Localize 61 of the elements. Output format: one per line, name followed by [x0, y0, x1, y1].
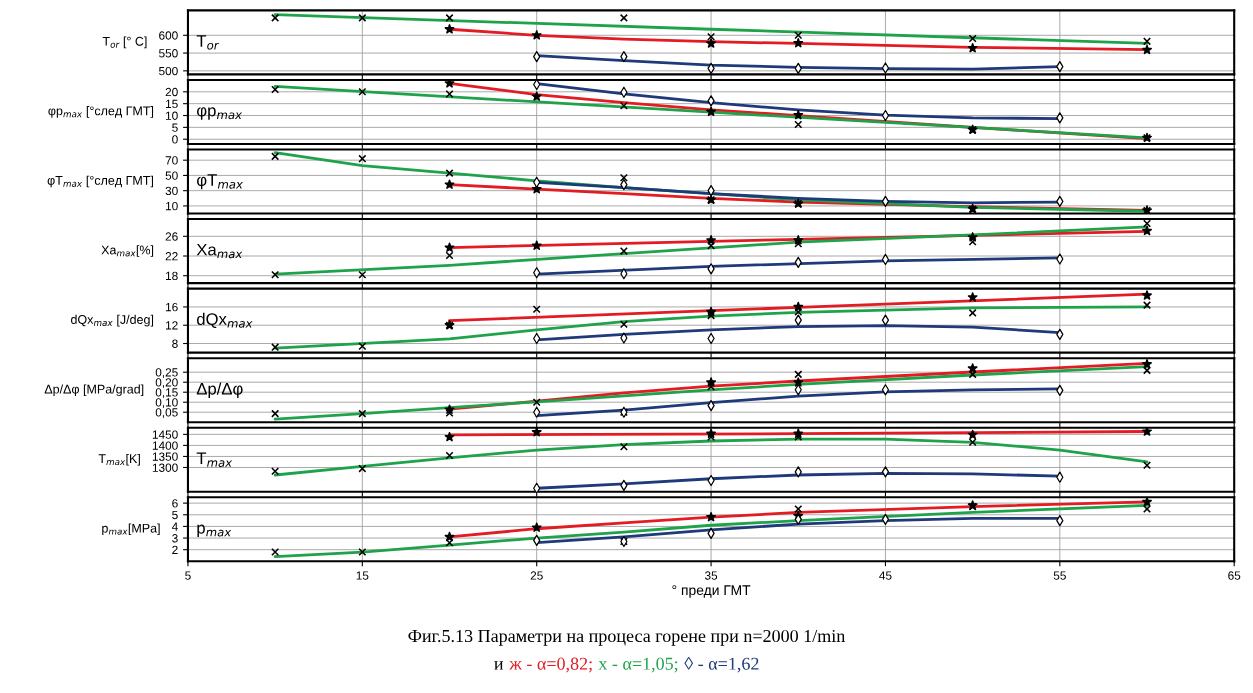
x-tick-label: 45	[879, 571, 892, 580]
y-tick-label: 1350	[152, 452, 178, 461]
annotation: dQx$_{max}$	[197, 312, 253, 329]
y-tick-label: 0,20	[155, 378, 178, 388]
y-tick-label: 15	[166, 99, 178, 109]
annotation: φp$_{max}$	[197, 107, 243, 120]
y-tick-label: 500	[159, 66, 178, 76]
y-tick-label: 0,15	[155, 388, 178, 398]
text: x - α=1,05;	[598, 657, 678, 673]
text: ◊ - α=1,62	[684, 656, 759, 673]
y-tick-label: 10	[166, 201, 178, 211]
x-tick-label: 5	[185, 571, 191, 580]
y-tick-label: 1450	[152, 430, 178, 439]
y-axis-title: dQx$_{max}$ [J/deg]	[71, 314, 154, 327]
y-axis-title: p$_{max}$[MPa]	[102, 523, 160, 536]
y-tick-label: 4	[171, 522, 178, 531]
text: Фиг.5.13 Параметри на процеса горене при n=2000 1/min	[408, 629, 846, 646]
text: и	[494, 661, 504, 670]
y-tick-label: 0,10	[155, 398, 178, 408]
y-tick-label: 8	[172, 339, 178, 348]
y-tick-label: 1400	[152, 441, 178, 450]
y-axis-title: Xa$_{max}$[%]	[101, 245, 154, 257]
y-tick-label: 22	[165, 252, 178, 261]
annotation: φT$_{max}$	[197, 174, 243, 190]
y-tick-label: 10	[166, 111, 178, 120]
x-tick-label: 55	[1053, 571, 1066, 580]
y-tick-label: 600	[159, 31, 178, 40]
annotation: Δp/Δφ	[196, 382, 243, 398]
x-tick-label: 35	[704, 571, 718, 580]
text: ж - α=0,82;	[509, 657, 592, 673]
y-tick-label: 16	[166, 302, 178, 312]
x-tick-label: 15	[356, 571, 369, 580]
annotation: T$_{max}$	[196, 452, 233, 467]
y-tick-label: 5	[172, 510, 178, 520]
y-tick-label: 18	[166, 271, 178, 281]
annotation: Xa$_{max}$	[196, 243, 243, 259]
y-tick-label: 30	[165, 186, 178, 196]
y-tick-label: 5	[172, 123, 178, 132]
x-tick-label: 25	[530, 571, 543, 580]
annotation: p$_{max}$	[197, 524, 232, 538]
y-axis-title: T$_{or}$ [° C]	[102, 36, 147, 49]
y-tick-label: 2	[172, 545, 178, 554]
y-axis-title: T$_{max}$[K]	[98, 453, 140, 466]
annotation: T$_{or}$	[196, 35, 220, 50]
x-axis-title: ° преди ГМТ	[672, 585, 751, 598]
y-tick-label: 0,05	[155, 408, 178, 418]
y-tick-label: 6	[172, 499, 178, 508]
y-axis-title: Δp/Δφ [MPa/grad]	[44, 384, 144, 397]
x-tick-label: 65	[1228, 571, 1241, 580]
y-tick-label: 20	[165, 87, 178, 97]
y-tick-label: 50	[165, 171, 178, 180]
y-tick-label: 550	[159, 49, 178, 58]
y-tick-label: 3	[172, 534, 178, 543]
y-tick-label: 26	[165, 232, 178, 241]
y-axis-title: φT$_{max}$ [°след ГМТ]	[47, 175, 153, 188]
y-tick-label: 12	[166, 321, 178, 330]
y-axis-title: φp$_{max}$ [°след ГМТ]	[48, 106, 154, 118]
y-tick-label: 70	[165, 156, 178, 165]
y-tick-label: 1300	[152, 463, 178, 472]
y-tick-label: 0,25	[155, 368, 178, 378]
y-tick-label: 0	[172, 135, 178, 144]
